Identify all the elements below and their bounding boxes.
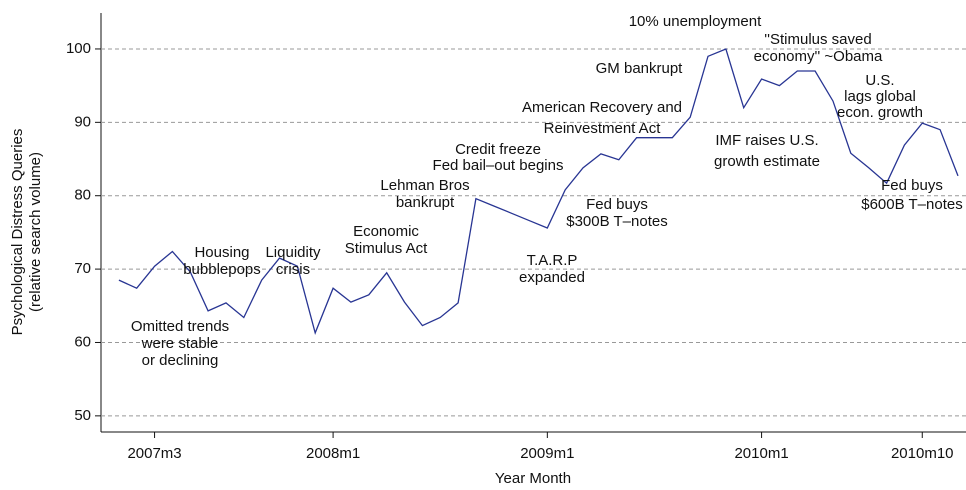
- x-tick-label: 2007m3: [127, 445, 181, 462]
- annotation: U.S.: [865, 72, 894, 89]
- annotation: bubblepops: [183, 261, 261, 278]
- y-tick-label: 50: [74, 407, 91, 424]
- y-tick-label: 100: [66, 40, 91, 57]
- annotation: growth estimate: [714, 153, 820, 170]
- y-tick-label: 70: [74, 260, 91, 277]
- annotation: Fed bail–out begins: [433, 157, 564, 174]
- annotation: economy'' ~Obama: [754, 48, 883, 65]
- x-tick-label: 2010m10: [891, 445, 954, 462]
- annotation: Fed buys: [586, 196, 648, 213]
- annotation: 10% unemployment: [629, 13, 762, 30]
- annotation: were stable: [141, 335, 219, 352]
- annotation: Credit freeze: [455, 141, 541, 158]
- x-tick-label: 2010m1: [734, 445, 788, 462]
- annotation: T.A.R.P: [527, 252, 578, 269]
- annotation: IMF raises U.S.: [715, 132, 818, 149]
- y-tick-label: 80: [74, 187, 91, 204]
- y-axis-title: (relative search volume): [27, 152, 44, 312]
- annotation: lags global: [844, 88, 916, 105]
- annotation: or declining: [142, 352, 219, 369]
- annotation: Housing: [194, 244, 249, 261]
- x-tick-label: 2009m1: [520, 445, 574, 462]
- x-tick-label: 2008m1: [306, 445, 360, 462]
- annotation: Economic: [353, 223, 419, 240]
- annotation: econ. growth: [837, 104, 923, 121]
- annotation: crisis: [276, 261, 310, 278]
- annotation: expanded: [519, 269, 585, 286]
- annotation: Omitted trends: [131, 318, 229, 335]
- annotation: GM bankrupt: [596, 60, 684, 77]
- annotation: Lehman Bros: [380, 177, 469, 194]
- y-axis-title: Psychological Distress Queries: [9, 129, 26, 336]
- y-tick-label: 90: [74, 113, 91, 130]
- annotation: Fed buys: [881, 177, 943, 194]
- annotation: ''Stimulus saved: [764, 31, 871, 48]
- annotation: Stimulus Act: [345, 240, 428, 257]
- annotation: bankrupt: [396, 194, 455, 211]
- data-line: [118, 48, 959, 335]
- annotation: Liquidity: [265, 244, 321, 261]
- annotation: American Recovery and: [522, 99, 682, 116]
- annotation: $300B T–notes: [566, 213, 667, 230]
- annotation: $600B T–notes: [861, 196, 962, 213]
- annotation: Reinvestment Act: [544, 120, 662, 137]
- y-tick-label: 60: [74, 333, 91, 350]
- x-axis-title: Year Month: [495, 470, 571, 487]
